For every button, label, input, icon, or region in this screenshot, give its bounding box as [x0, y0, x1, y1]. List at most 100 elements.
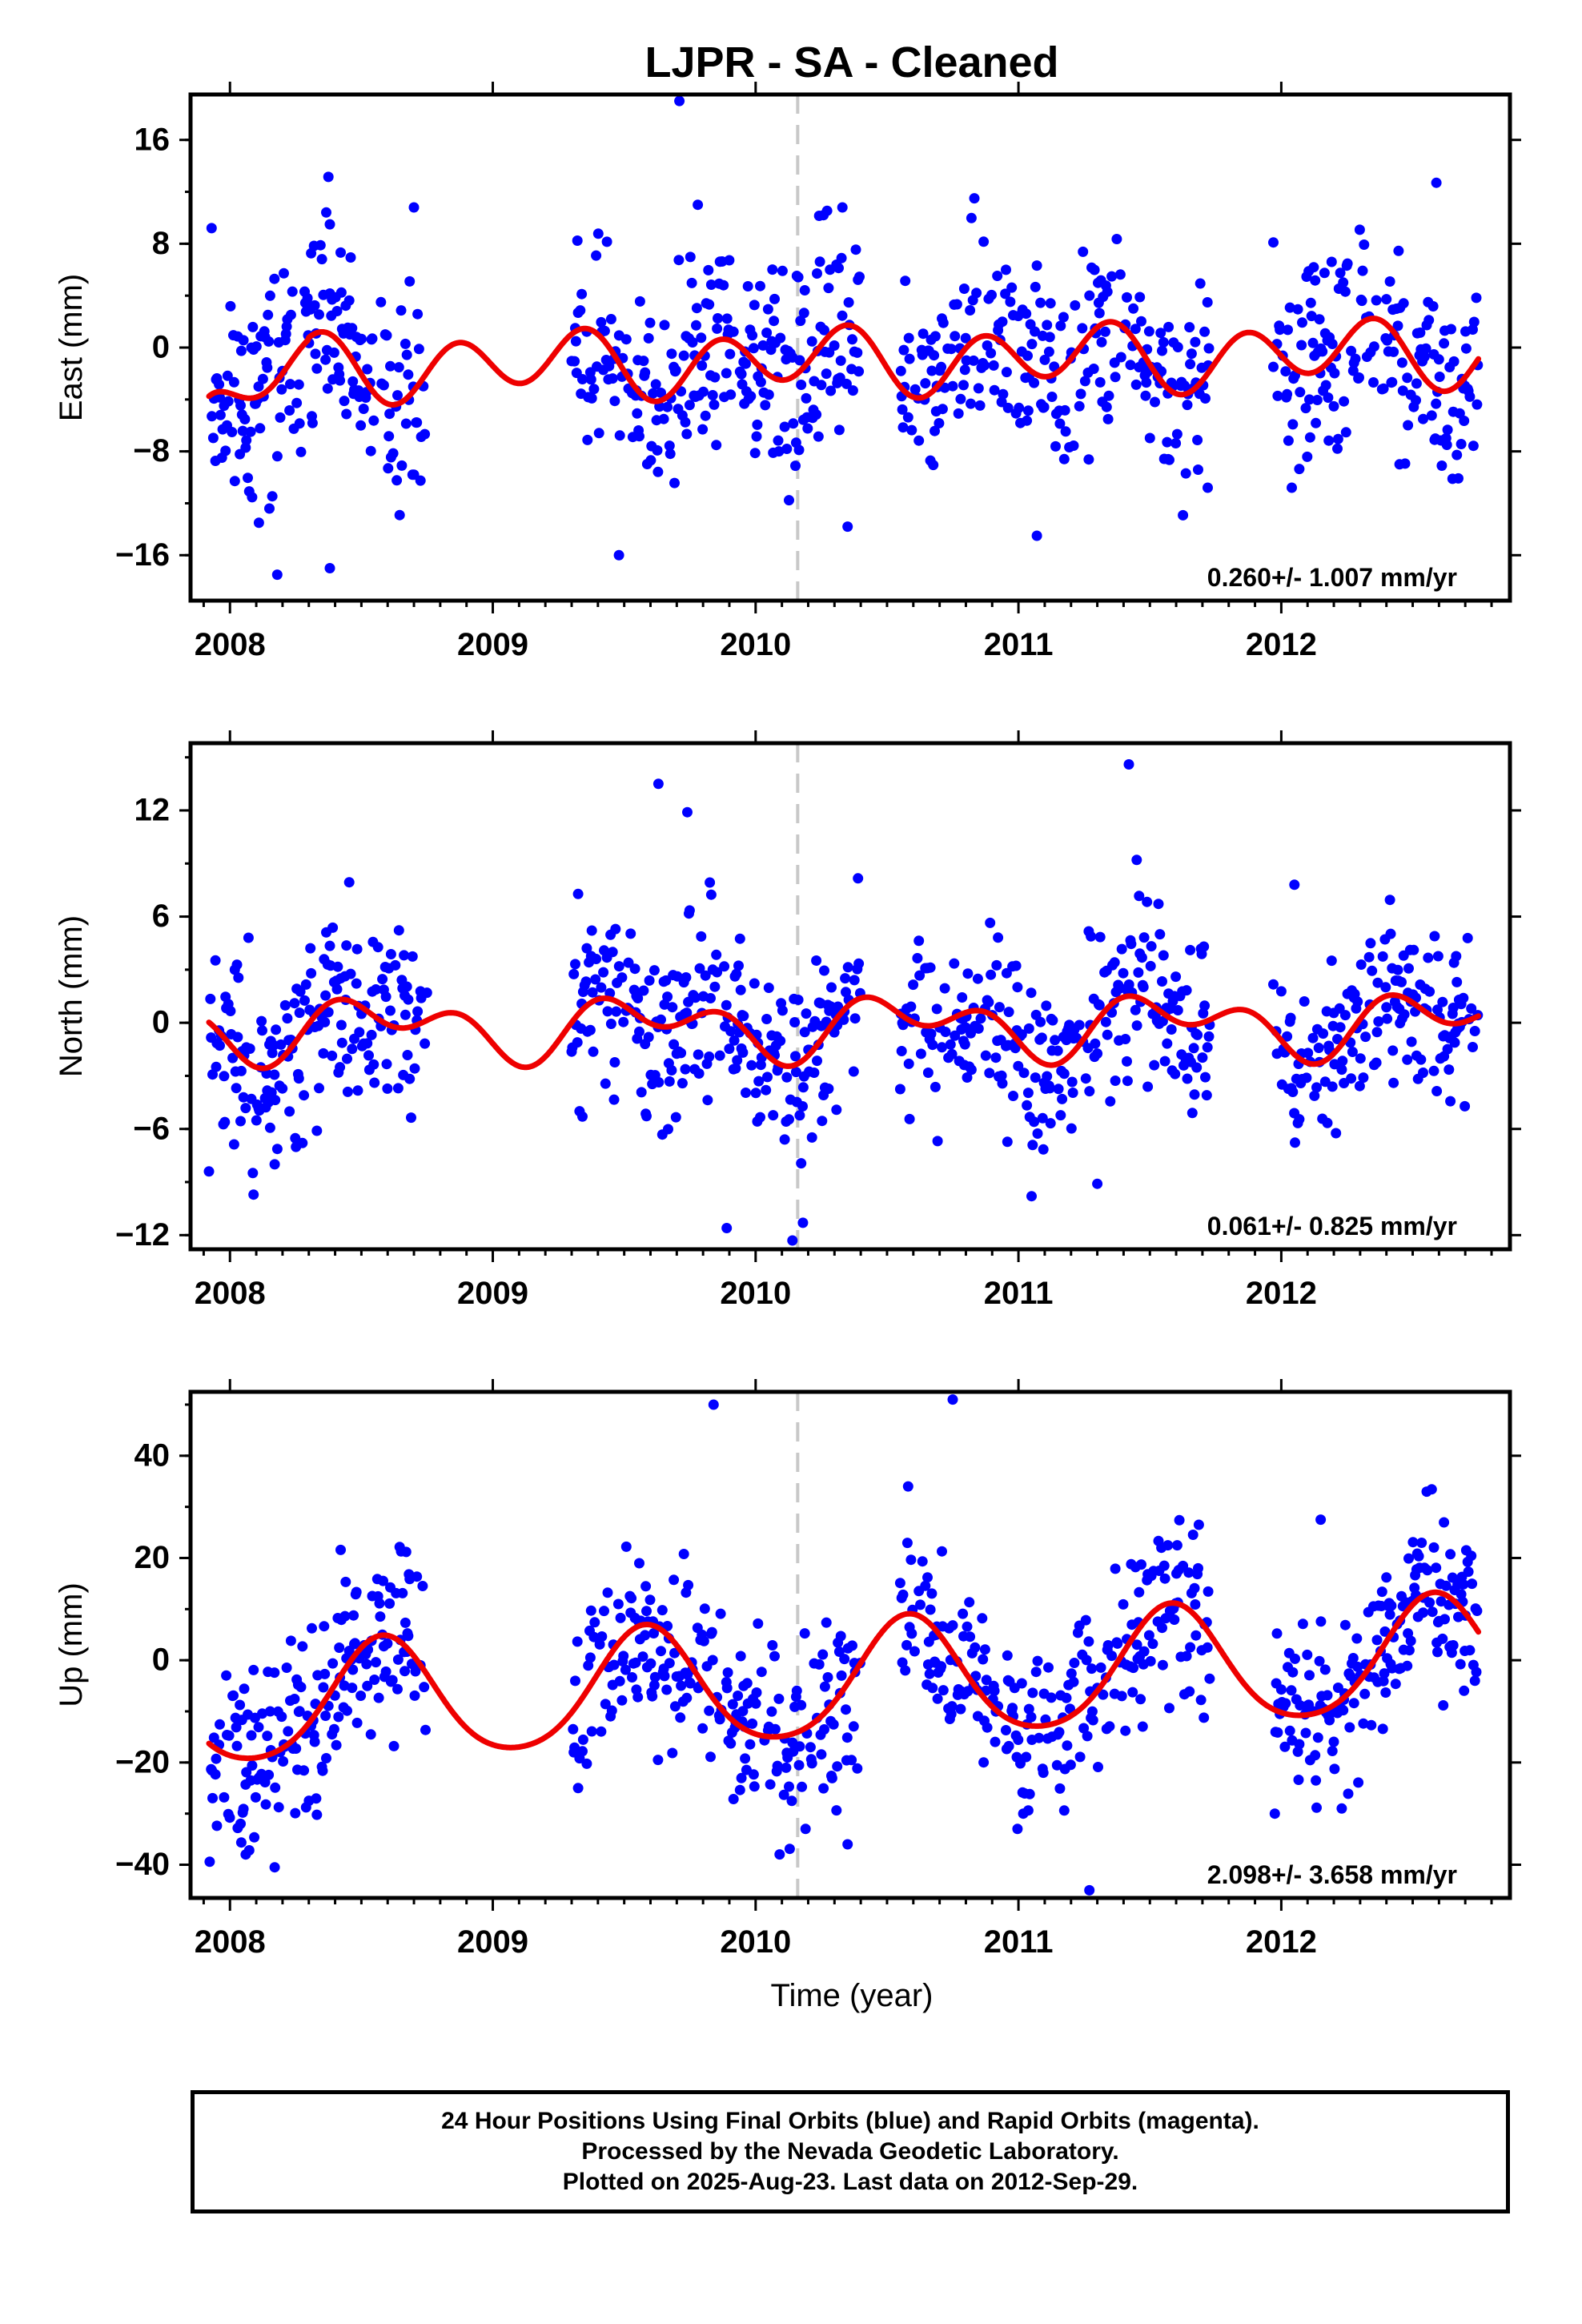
data-point — [755, 1112, 765, 1123]
data-point — [381, 1059, 392, 1070]
data-point — [848, 1721, 859, 1732]
data-point — [239, 1683, 250, 1695]
data-point — [1312, 1732, 1323, 1743]
data-point — [1023, 1023, 1034, 1034]
data-point — [393, 925, 404, 936]
data-point — [693, 1049, 704, 1060]
data-point — [1310, 1750, 1321, 1761]
data-point — [1041, 1000, 1052, 1011]
data-point — [253, 381, 264, 392]
data-point — [1437, 1633, 1448, 1644]
data-point — [1275, 986, 1287, 997]
data-point — [279, 267, 289, 279]
data-point — [211, 1820, 223, 1831]
data-point — [361, 1659, 372, 1670]
data-point — [321, 1753, 331, 1763]
data-point — [1122, 292, 1132, 303]
data-point — [950, 331, 961, 342]
velocity-label-east: 0.260+/- 1.007 mm/yr — [1207, 563, 1457, 592]
data-point — [283, 1726, 294, 1737]
data-point — [1394, 459, 1405, 470]
data-point — [842, 521, 853, 533]
data-point — [1021, 1751, 1032, 1763]
data-point — [762, 1072, 773, 1083]
data-point — [1074, 400, 1085, 412]
data-point — [380, 991, 391, 1003]
data-point — [412, 1571, 423, 1582]
data-point — [219, 1116, 231, 1128]
data-point — [676, 1680, 687, 1691]
data-point — [652, 778, 664, 790]
data-point — [1283, 435, 1294, 446]
data-point — [406, 1112, 416, 1124]
data-point — [249, 1831, 260, 1843]
data-point — [285, 309, 296, 320]
data-point — [1442, 1043, 1453, 1055]
data-point — [1318, 1028, 1329, 1039]
data-point — [1199, 941, 1210, 952]
data-point — [653, 1077, 665, 1088]
data-point — [1347, 1653, 1359, 1663]
data-point — [841, 378, 852, 389]
data-point — [1319, 1664, 1331, 1675]
data-point — [1439, 1517, 1450, 1528]
data-point — [205, 993, 216, 1004]
data-point — [652, 1755, 664, 1766]
data-point — [320, 354, 331, 365]
data-point — [586, 392, 597, 404]
data-point — [750, 1698, 761, 1709]
data-point — [322, 383, 333, 394]
data-point — [311, 1809, 323, 1820]
data-point — [1322, 1117, 1333, 1128]
data-point — [400, 338, 411, 349]
data-point — [1355, 959, 1367, 970]
data-point — [1437, 996, 1448, 1007]
data-point — [575, 305, 586, 316]
data-point — [335, 287, 347, 298]
data-point — [235, 1116, 246, 1127]
data-point — [1178, 509, 1189, 521]
data-point — [282, 1013, 293, 1024]
data-point — [905, 1554, 917, 1566]
data-point — [620, 1541, 632, 1552]
data-point — [1190, 336, 1201, 348]
data-point — [1096, 336, 1107, 348]
data-point — [623, 957, 634, 968]
y-tick-label: −40 — [115, 1847, 170, 1882]
plot-frame — [188, 741, 1512, 1252]
data-point — [1035, 297, 1046, 308]
data-point — [1354, 1080, 1365, 1092]
data-point — [1022, 1805, 1034, 1816]
data-point — [656, 1014, 666, 1025]
data-point — [1105, 1096, 1116, 1107]
data-point — [235, 345, 247, 356]
data-point — [773, 446, 785, 457]
data-point — [1140, 390, 1151, 401]
data-point — [614, 430, 625, 441]
data-point — [1050, 1035, 1061, 1046]
data-point — [1423, 952, 1434, 963]
data-point — [1371, 295, 1382, 306]
data-point — [709, 981, 721, 992]
data-point — [577, 374, 588, 384]
data-point — [1003, 1007, 1014, 1018]
data-point — [680, 1063, 691, 1075]
data-point — [1110, 1563, 1121, 1574]
data-point — [1287, 1087, 1299, 1097]
data-point — [1162, 453, 1174, 464]
data-point — [925, 962, 936, 973]
y-tick-label: −20 — [115, 1744, 170, 1779]
data-point — [324, 219, 335, 230]
data-point — [989, 1685, 1000, 1696]
data-point — [310, 348, 321, 360]
data-point — [1332, 1034, 1343, 1044]
data-point — [1051, 1759, 1062, 1771]
data-point — [606, 1705, 617, 1716]
data-point — [589, 1617, 600, 1628]
data-point — [1350, 353, 1361, 364]
data-point — [1186, 348, 1197, 360]
data-point — [901, 1538, 913, 1549]
data-point — [913, 935, 925, 947]
data-point — [833, 1647, 845, 1657]
data-point — [700, 970, 711, 981]
